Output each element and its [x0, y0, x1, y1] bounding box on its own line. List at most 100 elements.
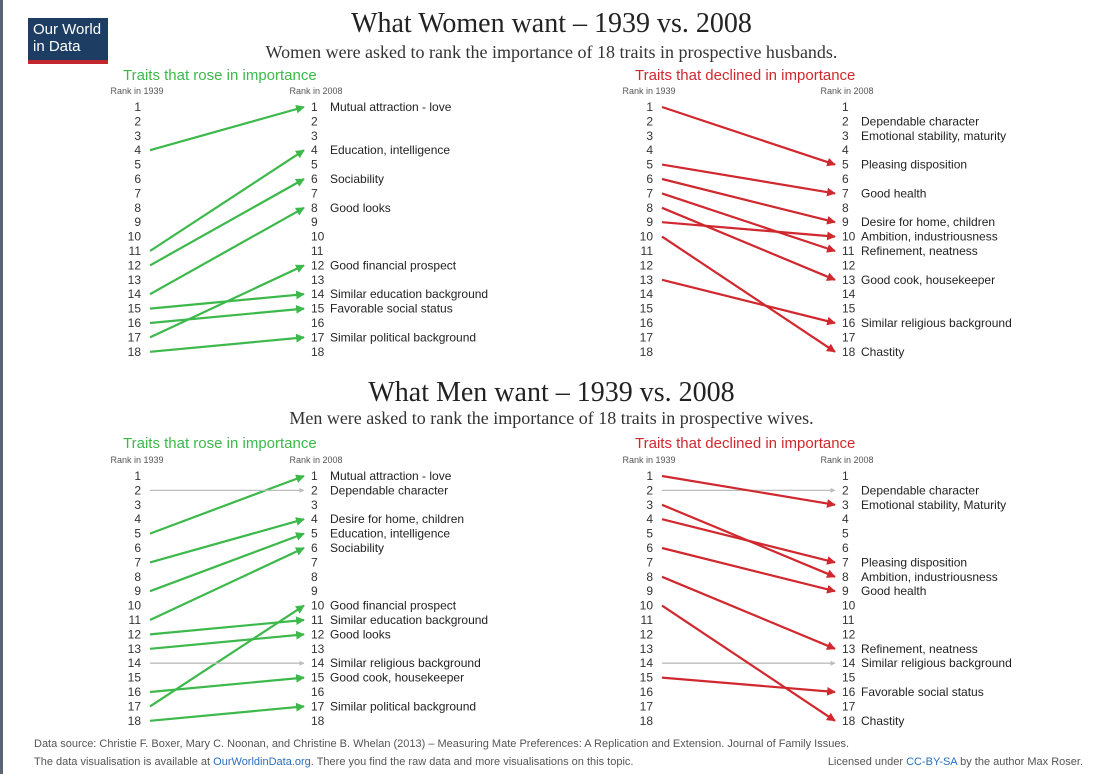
- men-title: What Men want – 1939 vs. 2008: [368, 377, 735, 408]
- women-rose-right-rank-8: 8: [311, 201, 318, 215]
- women-declined-right-rank-6: 6: [842, 172, 849, 186]
- women-declined-right-rank-18: 18: [842, 345, 856, 359]
- men-rose-right-axis-label: Rank in 2008: [289, 455, 342, 465]
- women-rose-left-rank-4: 4: [134, 143, 141, 157]
- men-declined-right-rank-18: 18: [842, 714, 856, 728]
- women-rose-left-rank-7: 7: [134, 186, 141, 200]
- men-declined-left-rank-9: 9: [646, 584, 653, 598]
- men-declined-trait-label: Chastity: [861, 714, 904, 728]
- men-rose-left-rank-6: 6: [134, 541, 141, 555]
- women-declined-right-rank-8: 8: [842, 201, 849, 215]
- women-declined-left-rank-6: 6: [646, 172, 653, 186]
- men-rose-right-rank-17: 17: [311, 699, 325, 713]
- women-declined-left-rank-8: 8: [646, 201, 653, 215]
- men-declined-left-rank-5: 5: [646, 527, 653, 541]
- men-rose-series-line: [149, 630, 305, 650]
- women-declined-series-line: [661, 278, 836, 326]
- women-rose-right-rank-14: 14: [311, 287, 325, 301]
- men-declined-trait-label: Ambition, industriousness: [861, 570, 998, 584]
- men-declined-left-rank-15: 15: [640, 671, 654, 685]
- women-declined-left-rank-3: 3: [646, 129, 653, 143]
- women-declined-right-rank-1: 1: [842, 100, 849, 114]
- men-declined-left-rank-10: 10: [640, 599, 654, 613]
- women-declined-left-rank-16: 16: [640, 316, 654, 330]
- women-declined-left-rank-17: 17: [640, 330, 654, 344]
- women-subtitle: Women were asked to rank the importance …: [265, 42, 838, 62]
- women-rose-series-line: [149, 333, 305, 353]
- license-link[interactable]: CC-BY-SA: [906, 756, 958, 768]
- men-rose-right-rank-6: 6: [311, 541, 318, 555]
- men-declined-left-rank-14: 14: [640, 656, 654, 670]
- women-rose-left-rank-3: 3: [134, 129, 141, 143]
- men-declined-right-rank-1: 1: [842, 469, 849, 483]
- women-declined-series-line: [661, 177, 836, 225]
- women-rose-left-rank-14: 14: [128, 287, 142, 301]
- men-declined-left-rank-16: 16: [640, 685, 654, 699]
- men-rose-trait-label: Desire for home, children: [330, 512, 464, 526]
- women-rose-trait-label: Mutual attraction - love: [330, 100, 452, 114]
- women-declined-series-line: [661, 235, 836, 353]
- women-declined-left-rank-15: 15: [640, 302, 654, 316]
- men-rose-trait-label: Good cook, housekeeper: [330, 671, 464, 685]
- men-rose-left-rank-1: 1: [134, 469, 141, 483]
- women-rose-right-rank-7: 7: [311, 186, 318, 200]
- license-prefix: Licensed under: [827, 756, 907, 768]
- women-rose-right-rank-5: 5: [311, 158, 318, 172]
- women-declined-right-rank-16: 16: [842, 316, 856, 330]
- women-rose-series-line: [149, 178, 305, 267]
- men-declined-left-rank-6: 6: [646, 541, 653, 555]
- women-rose-right-rank-6: 6: [311, 172, 318, 186]
- owid-link[interactable]: OurWorldinData.org: [213, 756, 311, 768]
- men-declined-right-rank-15: 15: [842, 671, 856, 685]
- men-declined-right-rank-8: 8: [842, 570, 849, 584]
- men-declined-right-rank-5: 5: [842, 527, 849, 541]
- men-rose-trait-label: Sociability: [330, 541, 384, 555]
- men-declined-series-line: [661, 604, 836, 722]
- men-declined-trait-label: Emotional stability, Maturity: [861, 498, 1006, 512]
- men-declined-left-rank-12: 12: [640, 627, 654, 641]
- men-declined-trait-label: Similar religious background: [861, 656, 1012, 670]
- women-rose-series-line: [149, 290, 305, 310]
- logo-line-1: Our World: [33, 21, 102, 38]
- women-rose-trait-label: Sociability: [330, 172, 384, 186]
- men-declined-trait-label: Good health: [861, 584, 926, 598]
- men-rose-left-rank-13: 13: [128, 642, 142, 656]
- women-rose-left-rank-15: 15: [128, 302, 142, 316]
- women-rose-right-rank-10: 10: [311, 230, 325, 244]
- women-declined-right-rank-12: 12: [842, 258, 856, 272]
- women-declined-trait-label: Ambition, industriousness: [861, 230, 998, 244]
- men-rose-series-line: [149, 547, 305, 621]
- men-declined-right-rank-13: 13: [842, 642, 856, 656]
- men-declined-series-line: [661, 474, 836, 508]
- men-rose-right-rank-14: 14: [311, 656, 325, 670]
- men-rose-series-line: [149, 532, 305, 593]
- women-declined-left-rank-1: 1: [646, 100, 653, 114]
- men-rose-right-rank-3: 3: [311, 498, 318, 512]
- women-declined-left-rank-18: 18: [640, 345, 654, 359]
- women-rose-trait-label: Good looks: [330, 201, 391, 215]
- owid-logo[interactable]: Our World in Data: [28, 18, 108, 64]
- men-rose-right-rank-10: 10: [311, 599, 325, 613]
- men-rose-right-rank-18: 18: [311, 714, 325, 728]
- women-declined-right-rank-2: 2: [842, 114, 849, 128]
- women-declined-trait-label: Similar religious background: [861, 316, 1012, 330]
- women-rose-left-axis-label: Rank in 1939: [110, 86, 163, 96]
- women-declined-series-line: [661, 221, 836, 241]
- men-declined-trait-label: Refinement, neatness: [861, 642, 978, 656]
- men-declined-left-rank-17: 17: [640, 699, 654, 713]
- women-declined-series-line: [661, 163, 836, 197]
- women-declined-left-rank-5: 5: [646, 158, 653, 172]
- women-declined-series-line: [661, 192, 836, 253]
- women-rose-right-rank-12: 12: [311, 258, 325, 272]
- women-declined-trait-label: Good cook, housekeeper: [861, 273, 995, 287]
- men-rose-trait-label: Similar political background: [330, 699, 476, 713]
- women-rose-right-rank-18: 18: [311, 345, 325, 359]
- women-rose-right-rank-13: 13: [311, 273, 325, 287]
- women-declined-series-line: [661, 206, 836, 281]
- men-rose-right-rank-16: 16: [311, 685, 325, 699]
- men-declined-right-axis-label: Rank in 2008: [820, 455, 873, 465]
- women-rose-left-rank-2: 2: [134, 114, 141, 128]
- men-declined-right-rank-9: 9: [842, 584, 849, 598]
- men-declined-left-axis-label: Rank in 1939: [622, 455, 675, 465]
- women-rose-left-rank-5: 5: [134, 158, 141, 172]
